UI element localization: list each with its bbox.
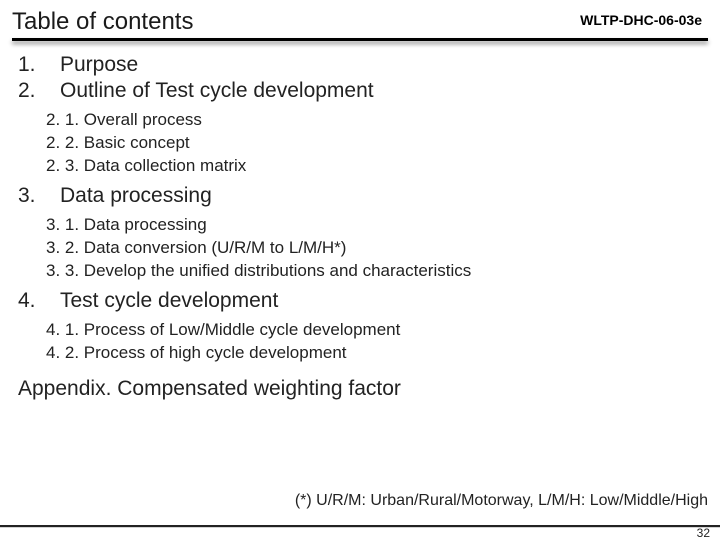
toc-subitem: 3. 3. Develop the unified distributions … — [46, 260, 708, 283]
toc-item-text: Outline of Test cycle development — [60, 79, 374, 103]
toc-subitem: 2. 2. Basic concept — [46, 132, 708, 155]
toc-item-4: 4. Test cycle development — [18, 289, 708, 313]
toc-subitem: 3. 2. Data conversion (U/R/M to L/M/H*) — [46, 237, 708, 260]
toc-subitems-3: 3. 1. Data processing 3. 2. Data convers… — [18, 210, 708, 289]
toc-item-number: 3. — [18, 184, 60, 208]
page-number: 32 — [697, 526, 710, 540]
toc-subitem: 4. 2. Process of high cycle development — [46, 342, 708, 365]
toc-item-3: 3. Data processing — [18, 184, 708, 208]
toc-subitem: 2. 3. Data collection matrix — [46, 155, 708, 178]
toc-content: 1. Purpose 2. Outline of Test cycle deve… — [12, 41, 708, 401]
toc-item-number: 1. — [18, 53, 60, 77]
toc-item-text: Purpose — [60, 53, 138, 77]
bottom-divider — [0, 525, 720, 528]
header: Table of contents WLTP-DHC-06-03e — [12, 8, 708, 36]
toc-subitem: 2. 1. Overall process — [46, 109, 708, 132]
toc-item-number: 4. — [18, 289, 60, 313]
toc-subitem: 3. 1. Data processing — [46, 214, 708, 237]
toc-item-text: Test cycle development — [60, 289, 278, 313]
document-code: WLTP-DHC-06-03e — [580, 12, 702, 28]
slide: Table of contents WLTP-DHC-06-03e 1. Pur… — [0, 0, 720, 540]
toc-item-2: 2. Outline of Test cycle development — [18, 79, 708, 103]
toc-subitems-4: 4. 1. Process of Low/Middle cycle develo… — [18, 315, 708, 371]
toc-subitems-2: 2. 1. Overall process 2. 2. Basic concep… — [18, 105, 708, 184]
footnote: (*) U/R/M: Urban/Rural/Motorway, L/M/H: … — [295, 492, 708, 510]
slide-title: Table of contents — [12, 8, 193, 36]
toc-subitem: 4. 1. Process of Low/Middle cycle develo… — [46, 319, 708, 342]
toc-item-text: Data processing — [60, 184, 212, 208]
toc-item-1: 1. Purpose — [18, 53, 708, 77]
toc-appendix: Appendix. Compensated weighting factor — [18, 371, 708, 401]
toc-item-number: 2. — [18, 79, 60, 103]
